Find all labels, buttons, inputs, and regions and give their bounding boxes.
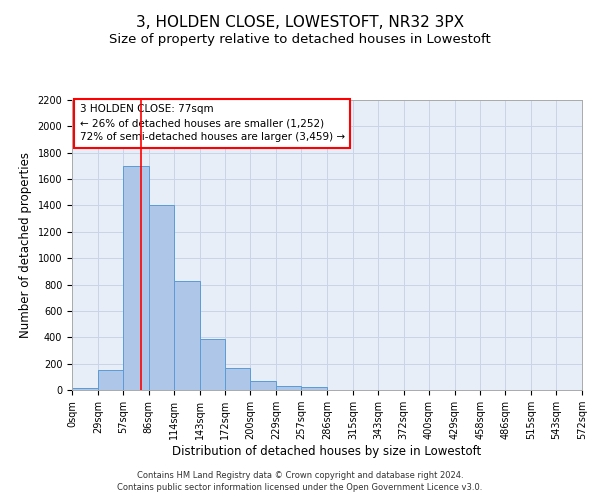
Text: 3 HOLDEN CLOSE: 77sqm
← 26% of detached houses are smaller (1,252)
72% of semi-d: 3 HOLDEN CLOSE: 77sqm ← 26% of detached …	[80, 104, 345, 142]
Text: Size of property relative to detached houses in Lowestoft: Size of property relative to detached ho…	[109, 32, 491, 46]
Text: Contains HM Land Registry data © Crown copyright and database right 2024.: Contains HM Land Registry data © Crown c…	[137, 471, 463, 480]
Bar	[72, 388, 98, 390]
Bar	[250, 382, 276, 390]
Y-axis label: Number of detached properties: Number of detached properties	[19, 152, 32, 338]
Bar	[98, 370, 123, 390]
Bar	[226, 368, 250, 390]
Bar	[123, 166, 149, 390]
Bar	[276, 386, 301, 390]
Bar	[199, 338, 226, 390]
X-axis label: Distribution of detached houses by size in Lowestoft: Distribution of detached houses by size …	[172, 445, 482, 458]
Text: Contains public sector information licensed under the Open Government Licence v3: Contains public sector information licen…	[118, 484, 482, 492]
Text: 3, HOLDEN CLOSE, LOWESTOFT, NR32 3PX: 3, HOLDEN CLOSE, LOWESTOFT, NR32 3PX	[136, 15, 464, 30]
Bar	[173, 280, 199, 390]
Bar	[301, 386, 327, 390]
Bar	[149, 206, 173, 390]
